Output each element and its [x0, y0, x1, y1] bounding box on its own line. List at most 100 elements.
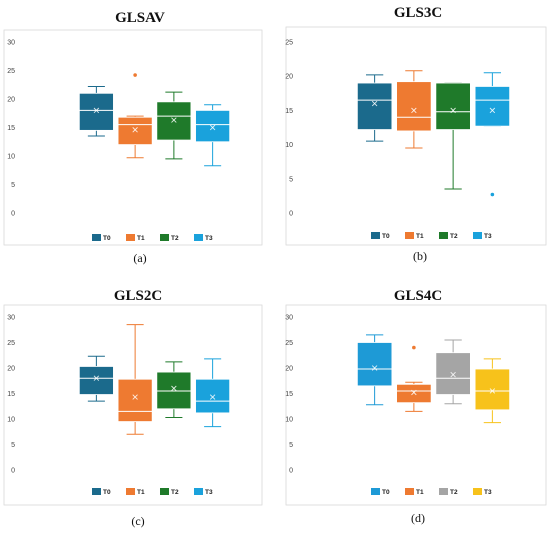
legend: T0 T1 T2 T3 — [371, 232, 492, 240]
y-tick-label: 25 — [285, 340, 293, 347]
legend-swatch — [160, 488, 169, 495]
legend-swatch — [160, 234, 169, 241]
legend-label: T3 — [205, 235, 213, 242]
legend-swatch — [473, 488, 482, 495]
box-t3 — [474, 358, 511, 424]
panel-glsav: GLSAV 0 5 10 15 20 25 30 T0 T1 T2 T3 (a) — [3, 10, 263, 265]
outlier-point — [490, 192, 495, 197]
mean-marker — [489, 107, 496, 114]
chart-frame — [285, 26, 547, 246]
y-tick-label: 5 — [289, 442, 293, 449]
legend-label: T1 — [137, 489, 145, 496]
y-tick-label: 25 — [285, 40, 293, 47]
mean-marker — [132, 127, 138, 133]
y-tick-label: 0 — [289, 211, 293, 218]
box-t1 — [396, 345, 432, 412]
panel-gls2c: GLS2C 0 5 10 15 20 25 30 T0 T1 T2 T3 (c) — [3, 288, 263, 528]
box-t3 — [195, 358, 231, 428]
y-tick-label: 10 — [285, 417, 293, 424]
legend-label: T0 — [382, 233, 390, 240]
mean-marker — [450, 107, 456, 114]
panel-gls3c: GLS3C 0 5 10 15 20 25 T0 T1 T2 T3 (b) — [285, 5, 547, 263]
y-tick-label: 20 — [285, 366, 293, 373]
box-t0 — [356, 74, 393, 142]
y-tick-label: 10 — [7, 154, 15, 161]
box-t1 — [117, 73, 153, 159]
legend-label: T2 — [171, 489, 179, 496]
panel-caption: (a) — [133, 251, 146, 265]
chart-title: GLS2C — [114, 288, 162, 304]
box-iqr — [78, 92, 114, 131]
y-tick-label: 30 — [7, 315, 15, 322]
legend-swatch — [126, 234, 135, 241]
mean-marker — [411, 107, 417, 114]
box-t1 — [396, 70, 432, 149]
chart-title: GLS3C — [394, 5, 442, 21]
box-iqr — [195, 110, 231, 143]
legend-swatch — [405, 488, 414, 495]
mean-marker — [209, 124, 216, 131]
box-t2 — [435, 82, 471, 190]
box-t2 — [435, 339, 471, 405]
box-iqr — [78, 366, 114, 395]
y-tick-label: 0 — [289, 468, 293, 475]
mean-marker — [371, 100, 378, 107]
panel-caption: (c) — [131, 514, 144, 528]
legend-swatch — [92, 488, 101, 495]
mean-marker — [371, 365, 378, 371]
y-tick-label: 30 — [285, 315, 293, 322]
y-tick-label: 10 — [285, 142, 293, 149]
box-iqr — [117, 378, 153, 422]
box-t2 — [156, 91, 192, 160]
box-t3 — [195, 104, 231, 167]
y-tick-label: 10 — [7, 417, 15, 424]
outlier-point — [133, 73, 137, 77]
box-iqr — [474, 86, 511, 127]
legend: T0 T1 T2 T3 — [371, 488, 492, 496]
chart-title: GLS4C — [394, 288, 442, 304]
legend-label: T3 — [205, 489, 213, 496]
y-tick-label: 25 — [7, 340, 15, 347]
box-t1 — [117, 324, 153, 435]
mean-marker — [171, 385, 177, 392]
legend-swatch — [126, 488, 135, 495]
box-t0 — [78, 85, 114, 137]
panel-caption: (d) — [411, 511, 425, 525]
y-tick-label: 0 — [11, 211, 15, 218]
legend-label: T2 — [171, 235, 179, 242]
box-t3 — [474, 72, 511, 197]
mean-marker — [411, 389, 417, 396]
y-tick-label: 25 — [7, 68, 15, 75]
box-t2 — [156, 361, 192, 418]
y-tick-label: 15 — [285, 108, 293, 115]
legend-swatch — [473, 232, 482, 239]
box-iqr — [356, 342, 393, 387]
box-t0 — [78, 355, 114, 402]
mean-marker — [209, 394, 216, 400]
box-iqr — [435, 352, 471, 395]
box-iqr — [474, 368, 511, 411]
legend-swatch — [194, 234, 203, 241]
y-tick-label: 20 — [7, 97, 15, 104]
mean-marker — [171, 117, 177, 123]
y-tick-label: 15 — [7, 391, 15, 398]
legend-label: T0 — [103, 235, 111, 242]
legend-swatch — [439, 488, 448, 495]
legend-swatch — [194, 488, 203, 495]
box-iqr — [396, 383, 432, 404]
box-iqr — [356, 82, 393, 130]
legend-swatch — [92, 234, 101, 241]
box-iqr — [195, 378, 231, 414]
y-tick-label: 30 — [7, 40, 15, 47]
legend-label: T2 — [450, 489, 458, 496]
y-tick-label: 5 — [11, 182, 15, 189]
legend-label: T3 — [484, 233, 492, 240]
box-iqr — [156, 101, 192, 141]
legend-label: T0 — [382, 489, 390, 496]
box-t0 — [356, 334, 393, 406]
box-iqr — [117, 116, 153, 145]
panel-caption: (b) — [413, 249, 427, 263]
y-tick-label: 5 — [289, 176, 293, 183]
outlier-point — [412, 345, 416, 350]
